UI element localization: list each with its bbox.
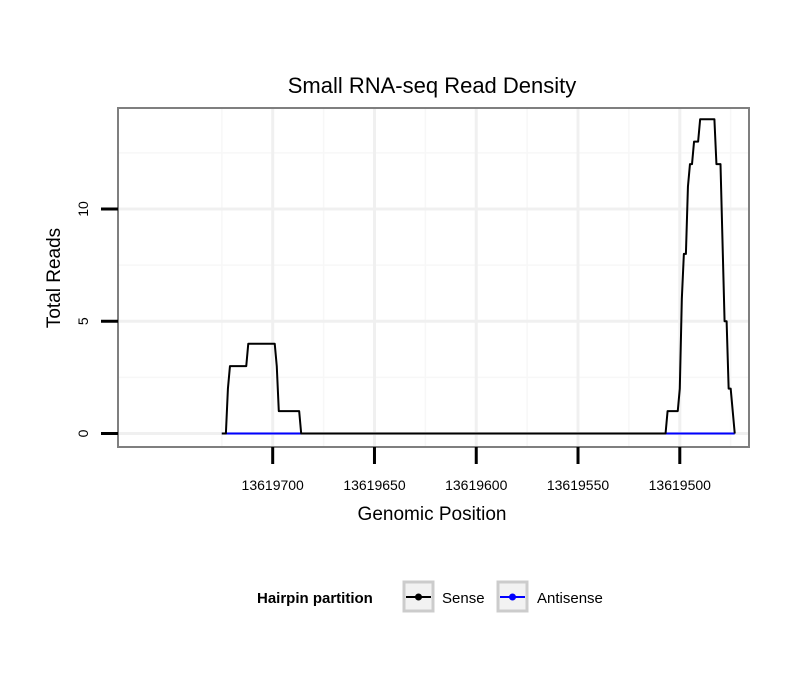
legend-label-antisense: Antisense <box>537 590 603 607</box>
x-tick-label: 13619700 <box>242 477 305 493</box>
y-tick-label: 5 <box>75 317 91 325</box>
plot-background <box>118 108 749 447</box>
legend: Hairpin partition Sense Antisense <box>257 580 603 613</box>
series-lines <box>221 118 736 435</box>
x-axis-label: Genomic Position <box>358 504 507 525</box>
x-tick-label: 13619500 <box>649 477 712 493</box>
x-tick-label: 13619650 <box>343 477 406 493</box>
legend-key-antisense-point <box>509 593 516 601</box>
axes: 13619700 13619650 13619600 13619550 13619500… <box>75 201 711 493</box>
legend-label-sense: Sense <box>442 590 485 607</box>
plot-border <box>117 107 750 448</box>
y-axis-label: Total Reads <box>44 228 65 328</box>
x-tick-label: 13619600 <box>445 477 508 493</box>
chart-title: Small RNA-seq Read Density <box>288 73 577 98</box>
series-line-sense <box>221 118 736 435</box>
legend-key-sense-point <box>415 593 422 601</box>
x-tick-label: 13619550 <box>547 477 610 493</box>
y-tick-label: 10 <box>75 201 91 217</box>
legend-title: Hairpin partition <box>257 590 373 607</box>
y-tick-label: 0 <box>75 429 91 437</box>
